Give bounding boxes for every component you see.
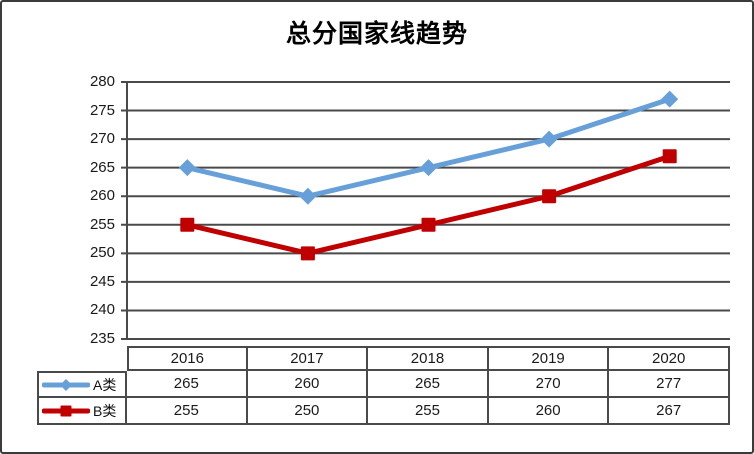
table-value-cell: 270 xyxy=(488,371,610,398)
diamond-marker xyxy=(299,187,317,205)
y-axis-tick-label: 255 xyxy=(89,215,115,233)
y-axis-tick-label: 250 xyxy=(89,244,115,262)
y-axis-tick-label: 265 xyxy=(89,158,115,176)
table-value-cell: 267 xyxy=(609,398,730,425)
table-corner-cell xyxy=(37,346,127,371)
square-marker xyxy=(300,246,315,261)
diamond-marker xyxy=(420,159,437,177)
square-marker xyxy=(662,149,677,164)
legend-key-B类: B类 xyxy=(37,398,127,425)
square-marker xyxy=(421,217,436,232)
table-value-cell: 265 xyxy=(127,371,248,398)
y-axis-tick-label: 275 xyxy=(89,101,115,119)
legend-line-square-icon xyxy=(42,405,90,416)
y-axis-tick-label: 235 xyxy=(89,330,115,347)
table-year-header: 2016 xyxy=(127,346,248,371)
diamond-marker xyxy=(661,90,679,108)
legend-label: A类 xyxy=(93,376,117,393)
table-year-header: 2020 xyxy=(609,346,730,371)
chart-title: 总分国家线趋势 xyxy=(285,19,468,48)
data-table: 2016 2017 2018 2019 2020 A类 265 260 265 270 277 B类 2… xyxy=(37,346,730,425)
table-value-cell: 265 xyxy=(368,371,489,398)
diamond-marker xyxy=(178,159,196,177)
square-marker xyxy=(542,189,557,204)
y-axis-tick-label: 245 xyxy=(89,272,115,290)
table-value-cell: 255 xyxy=(368,398,489,425)
table-value-cell: 255 xyxy=(127,398,248,425)
legend-key-A类: A类 xyxy=(37,371,127,398)
legend-label: B类 xyxy=(93,402,117,419)
table-year-header: 2019 xyxy=(488,346,610,371)
diamond-marker xyxy=(540,130,558,148)
table-year-header: 2018 xyxy=(368,346,489,371)
y-axis-tick-label: 240 xyxy=(89,301,115,319)
table-value-cell: 277 xyxy=(609,371,730,398)
y-axis-tick-label: 270 xyxy=(89,130,115,148)
legend-line-diamond-icon xyxy=(42,378,90,391)
y-axis-tick-label: 280 xyxy=(89,73,115,90)
table-value-cell: 260 xyxy=(488,398,610,425)
table-value-cell: 250 xyxy=(247,398,369,425)
y-axis-tick-label: 260 xyxy=(89,187,115,205)
table-value-cell: 260 xyxy=(247,371,369,398)
table-year-header: 2017 xyxy=(247,346,369,371)
square-marker xyxy=(180,217,195,232)
